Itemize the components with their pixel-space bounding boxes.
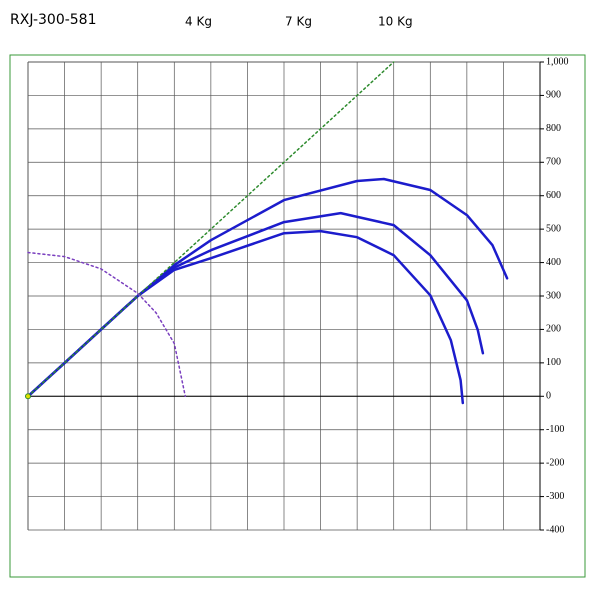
series-line — [27, 251, 187, 398]
chart-title: RXJ-300-581 — [10, 12, 97, 28]
legend-entry: 4 Kg — [185, 15, 212, 29]
y-tick-label: 600 — [546, 190, 561, 201]
legend-entry: 10 Kg — [378, 15, 413, 29]
y-tick-label: 1,000 — [546, 56, 569, 67]
series-line — [27, 61, 395, 398]
y-tick-label: 500 — [546, 223, 561, 234]
y-tick-label: -100 — [546, 424, 564, 435]
legend-entry: 7 Kg — [285, 15, 312, 29]
y-tick-label: 200 — [546, 324, 561, 335]
chart-frame — [9, 54, 586, 578]
origin-marker — [25, 393, 31, 400]
series-line — [26, 177, 509, 398]
y-tick-label: -400 — [546, 524, 564, 535]
series-line — [26, 229, 465, 405]
y-tick-label: 400 — [546, 257, 561, 268]
y-tick-label: 700 — [546, 157, 561, 168]
y-tick-label: 800 — [546, 123, 561, 134]
y-tick-label: 0 — [546, 391, 551, 402]
y-tick-label: -300 — [546, 491, 564, 502]
series-line — [26, 211, 485, 398]
y-tick-label: 100 — [546, 357, 561, 368]
y-tick-label: -200 — [546, 457, 564, 468]
y-tick-label: 300 — [546, 290, 561, 301]
y-tick-label: 900 — [546, 90, 561, 101]
